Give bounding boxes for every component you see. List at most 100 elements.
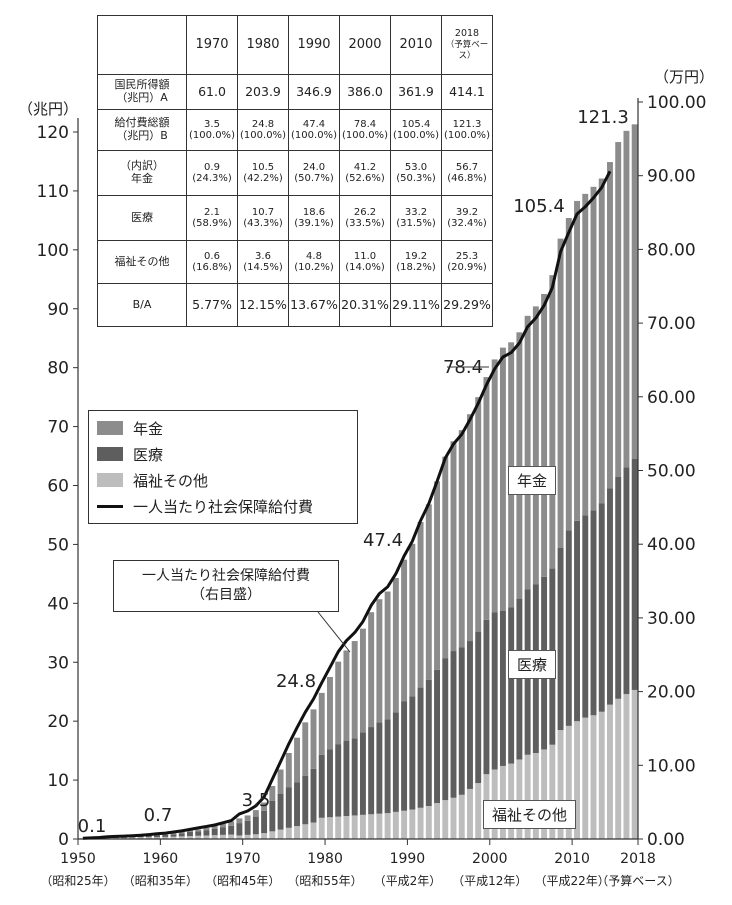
bar-pension [335, 661, 342, 745]
bar-medical [450, 651, 457, 798]
bar-medical [631, 458, 638, 690]
bar-medical [195, 831, 202, 836]
cell-value: 53.0 [404, 161, 428, 173]
bar-welfare [137, 837, 144, 839]
bar-pension [195, 829, 202, 832]
bar-medical [228, 825, 235, 835]
legend-swatch-medical [97, 447, 123, 461]
per-capita-line-layer [82, 170, 612, 840]
bar-medical [401, 701, 408, 811]
bar-welfare [195, 835, 202, 839]
bar-welfare [516, 759, 523, 839]
table-cell: 41.2 (52.6%) [339, 150, 391, 196]
table-cell: 346.9 [288, 74, 340, 110]
y-right-tick-label: 80.00 [647, 240, 696, 260]
bar-pension [417, 522, 424, 688]
table-cell: 20.31% [339, 283, 391, 327]
bar-welfare [590, 715, 597, 839]
table-cell: 0.6 (16.8%) [186, 240, 238, 284]
bar-medical [359, 732, 366, 815]
cell-value: 2.1 [204, 206, 220, 218]
bar-medical [565, 530, 572, 726]
bar-pension [261, 802, 268, 811]
bar-welfare [187, 836, 193, 839]
cell-value: 18.6 [302, 206, 326, 218]
table-cell: 12.15% [237, 283, 289, 327]
cell-value: 3.5 [204, 118, 220, 130]
bar-medical [277, 793, 284, 830]
row-label-main: （内訳） [120, 159, 164, 173]
cell-pct: (42.2%) [243, 173, 283, 184]
bar-welfare [401, 810, 408, 839]
bar-welfare [203, 835, 210, 839]
bar-medical [491, 612, 498, 770]
bar-welfare [582, 717, 589, 839]
bar-welfare [541, 749, 548, 839]
table-row: B/A 5.77% 12.15% 13.67% 20.31% 29.11% 29… [97, 283, 493, 327]
bar-medical [384, 719, 391, 814]
bar-pension [187, 830, 193, 832]
bar-welfare [442, 800, 449, 839]
table-header-year: 1990 [288, 15, 340, 75]
row-label: （内訳） 年金 [97, 150, 187, 196]
legend-item-pension: 年金 [97, 417, 163, 439]
cell-pct: (100.0%) [189, 130, 235, 141]
cell-value: 33.2 [404, 206, 428, 218]
bar-pension [219, 823, 226, 828]
legend-item-welfare: 福祉その他 [97, 469, 208, 491]
table-cell: 78.4 (100.0%) [339, 109, 391, 151]
y-right-tick-label: 100.00 [647, 93, 706, 113]
cell-pct: (20.9%) [447, 262, 487, 273]
legend-label-per-capita: 一人当たり社会保障給付費 [133, 497, 314, 516]
bar-welfare [162, 836, 169, 839]
data-label: 47.4 [363, 530, 403, 551]
table-cell: 53.0 (50.3%) [390, 150, 442, 196]
y-right-unit-label: （万円） [654, 68, 714, 86]
data-label: 24.8 [276, 671, 316, 692]
table-header-year: 1970 [186, 15, 238, 75]
bar-pension [565, 218, 572, 531]
cell-value: 19.2 [404, 250, 428, 262]
x-tick-label: 2018 [620, 851, 656, 867]
bar-welfare [302, 824, 309, 839]
table-cell: 61.0 [186, 74, 238, 110]
bar-welfare [170, 836, 177, 839]
bar-welfare [236, 835, 243, 839]
cell-pct: (31.5%) [396, 218, 436, 229]
y-left-tick-label: 10 [47, 771, 69, 791]
bar-pension [467, 414, 473, 642]
table-row: 国民所得額 （兆円）A 61.0 203.9 346.9 386.0 361.9 … [97, 74, 493, 110]
cell-value: 10.7 [251, 206, 275, 218]
row-label-sub: 年金 [131, 172, 153, 185]
bar-welfare [359, 814, 366, 839]
y-left-tick-label: 60 [47, 477, 69, 497]
bar-welfare [269, 831, 276, 839]
bar-welfare [532, 752, 539, 839]
y-left-tick-label: 20 [47, 712, 69, 732]
row-label-main: 医療 [131, 210, 153, 224]
bar-medical [178, 833, 185, 837]
table-header-last-year: 2018 （予算ベース） [441, 15, 493, 75]
table-cell: 2.1 (58.9%) [186, 195, 238, 241]
bar-medical [615, 476, 622, 699]
bar-medical [368, 727, 375, 815]
bar-welfare [623, 694, 630, 839]
bar-pension [162, 834, 169, 835]
table-row: （内訳） 年金 0.9 (24.3%) 10.5 (42.2%) 24.0 (50.7%… [97, 150, 493, 196]
table-cell: 29.29% [441, 283, 493, 327]
table-cell: 3.5 (100.0%) [186, 109, 238, 151]
bar-welfare [178, 836, 185, 839]
cell-pct: (33.5%) [345, 218, 385, 229]
table-row: 福祉その他 0.6 (16.8%) 3.6 (14.5%) 4.8 (10.2%) 1… [97, 240, 493, 284]
table-cell: 0.9 (24.3%) [186, 150, 238, 196]
series-label-welfare: 福祉その他 [483, 800, 577, 829]
bar-welfare [252, 834, 259, 839]
cell-value: 0.9 [204, 161, 220, 173]
bar-welfare [574, 721, 580, 839]
bar-pension [590, 186, 597, 511]
y-left-tick-label: 70 [47, 418, 69, 438]
bar-pension [458, 430, 465, 648]
y-left-tick-label: 40 [47, 594, 69, 614]
row-label: 福祉その他 [97, 240, 187, 284]
